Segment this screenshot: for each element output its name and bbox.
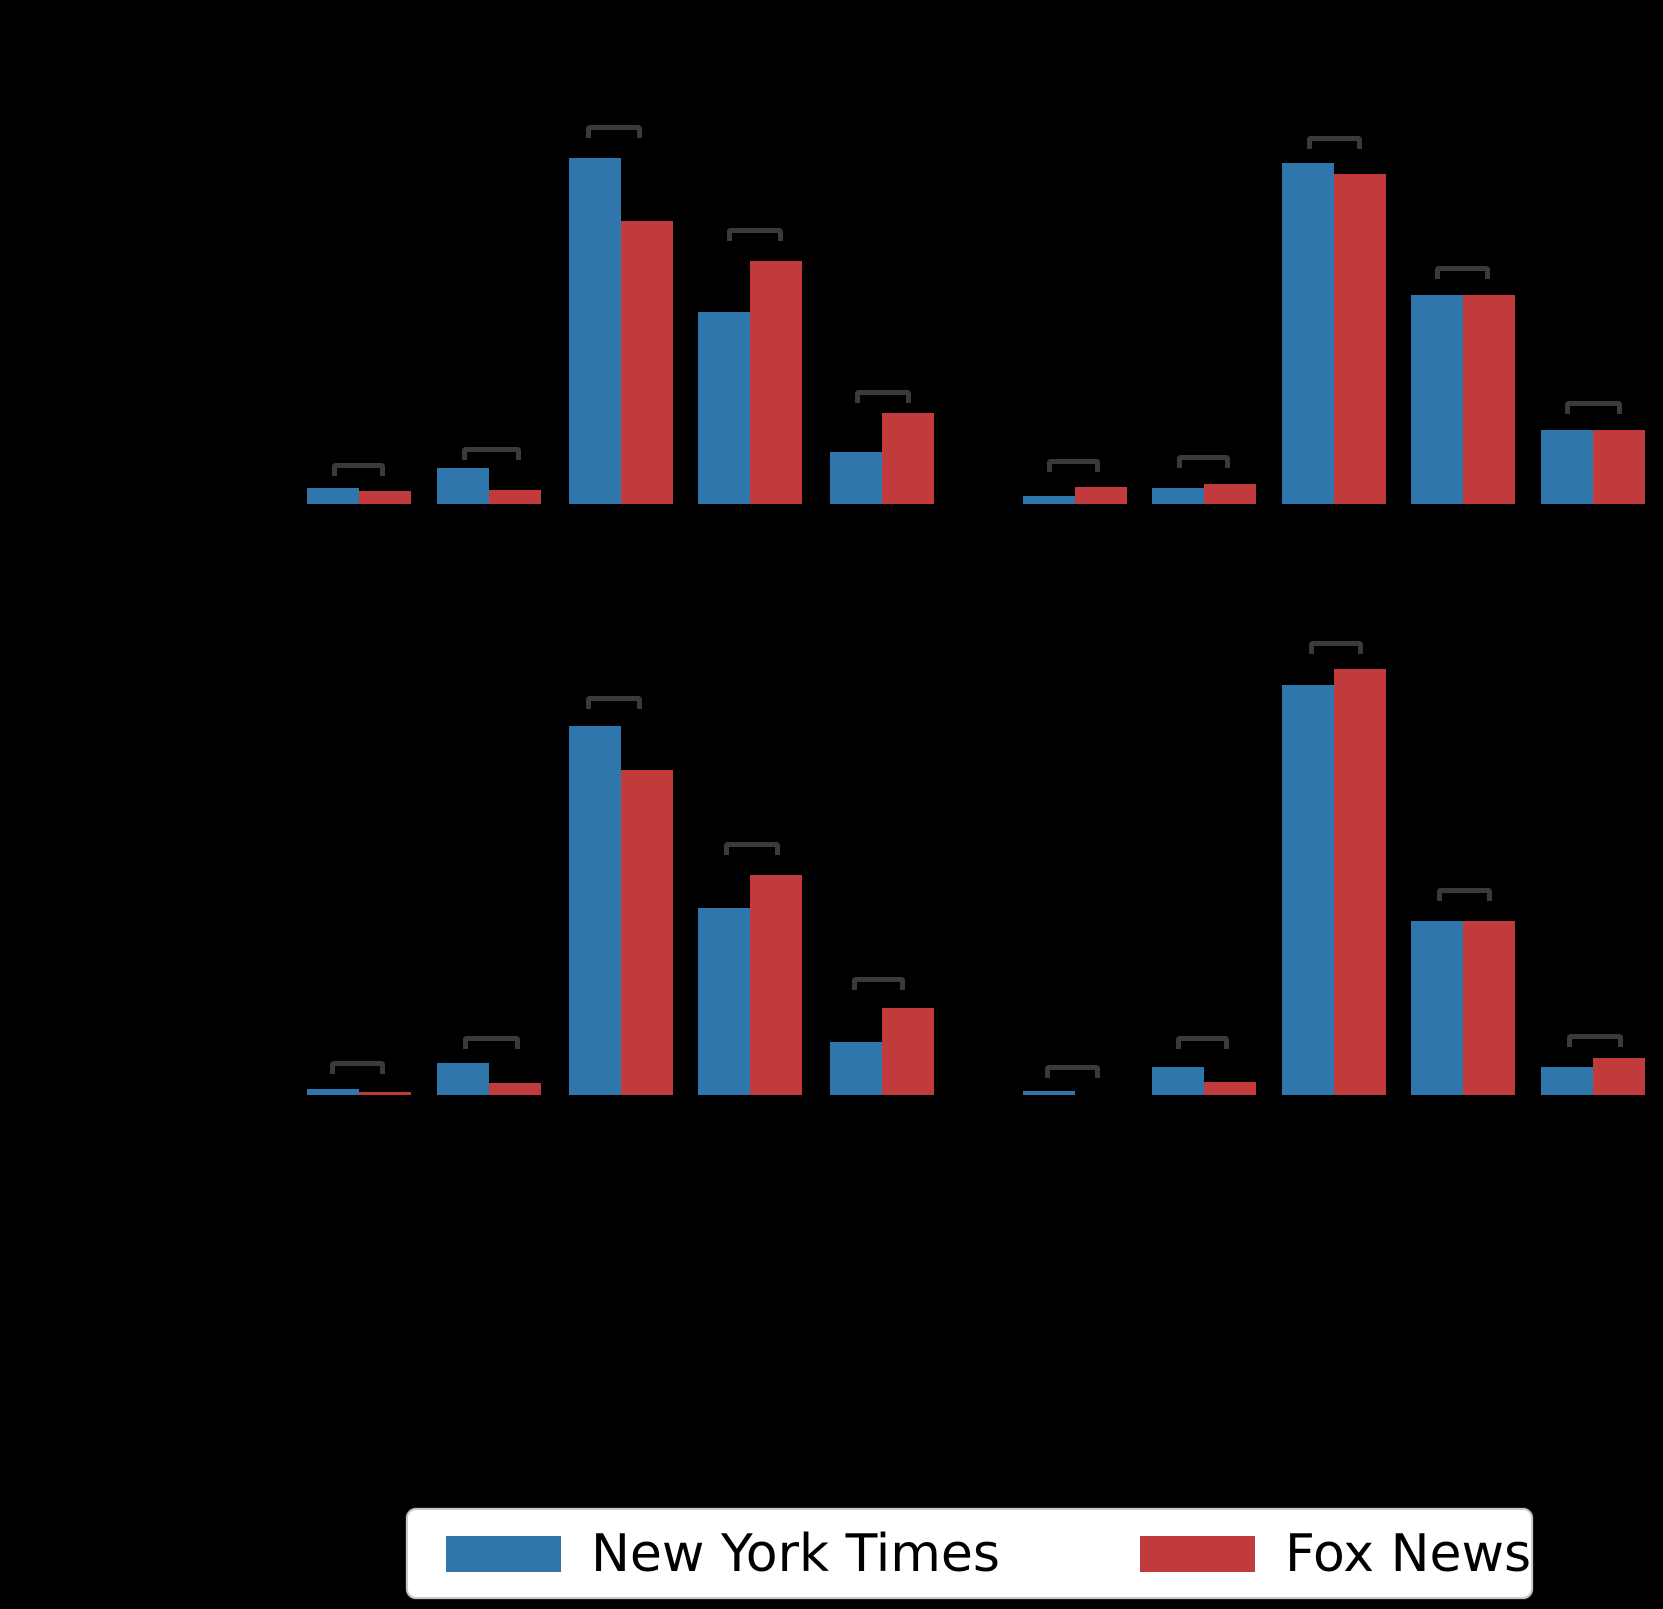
bar-top-right-group-4-series-1 [1463, 295, 1515, 504]
significance-bracket-top-left-group-2 [462, 447, 521, 460]
bar-bottom-right-group-4-series-1 [1463, 921, 1515, 1095]
legend: New York Times Fox News [406, 1508, 1533, 1599]
significance-bracket-top-right-group-4 [1435, 266, 1490, 279]
bar-top-right-group-3-series-0 [1282, 163, 1334, 504]
significance-bracket-bottom-right-group-2 [1176, 1036, 1229, 1049]
significance-bracket-top-right-group-3 [1307, 136, 1362, 149]
bar-bottom-right-group-2-series-0 [1152, 1067, 1204, 1095]
bar-bottom-right-group-3-series-1 [1334, 669, 1386, 1095]
significance-bracket-bottom-left-group-4 [724, 842, 780, 855]
significance-bracket-top-left-group-4 [727, 228, 783, 241]
significance-bracket-bottom-right-group-4 [1437, 888, 1492, 901]
bar-top-right-group-5-series-1 [1593, 430, 1645, 504]
bar-top-left-group-2-series-1 [489, 490, 541, 504]
bar-bottom-left-group-1-series-0 [307, 1089, 359, 1095]
legend-label-fox-news: Fox News [1285, 1523, 1532, 1584]
bar-top-left-group-5-series-0 [830, 452, 882, 504]
legend-item-new-york-times: New York Times [446, 1528, 1000, 1580]
significance-bracket-bottom-left-group-3 [586, 696, 642, 709]
bar-top-left-group-1-series-0 [307, 488, 359, 504]
bar-bottom-left-group-4-series-0 [698, 908, 750, 1095]
significance-bracket-top-right-group-5 [1565, 401, 1622, 414]
bar-top-right-group-1-series-1 [1075, 487, 1127, 504]
bar-bottom-right-group-5-series-1 [1593, 1058, 1645, 1095]
significance-bracket-top-left-group-1 [332, 463, 385, 476]
bar-bottom-right-group-3-series-0 [1282, 685, 1334, 1095]
significance-bracket-bottom-left-group-2 [463, 1036, 520, 1049]
bar-top-right-group-4-series-0 [1411, 295, 1463, 504]
legend-swatch-new-york-times [446, 1535, 561, 1572]
bar-top-right-group-2-series-1 [1204, 484, 1256, 504]
bar-bottom-right-group-5-series-0 [1541, 1067, 1593, 1095]
bar-bottom-right-group-4-series-0 [1411, 921, 1463, 1095]
bar-bottom-right-group-2-series-1 [1204, 1082, 1256, 1095]
significance-bracket-bottom-right-group-5 [1567, 1034, 1623, 1047]
bar-top-right-group-2-series-0 [1152, 488, 1204, 504]
significance-bracket-top-right-group-2 [1177, 455, 1230, 468]
bar-bottom-left-group-5-series-1 [882, 1008, 934, 1095]
bar-top-right-group-1-series-0 [1023, 496, 1075, 504]
bar-bottom-left-group-3-series-1 [621, 770, 673, 1095]
bar-bottom-right-group-1-series-0 [1023, 1091, 1075, 1095]
significance-bracket-bottom-left-group-5 [852, 977, 905, 990]
bar-top-left-group-1-series-1 [359, 491, 411, 504]
bar-top-right-group-3-series-1 [1334, 174, 1386, 504]
significance-bracket-bottom-right-group-3 [1309, 641, 1363, 654]
bar-top-left-group-3-series-0 [569, 158, 621, 504]
bar-bottom-left-group-2-series-1 [489, 1083, 541, 1095]
significance-bracket-bottom-left-group-1 [330, 1061, 385, 1074]
bar-bottom-left-group-1-series-1 [359, 1092, 411, 1095]
bar-top-left-group-4-series-1 [750, 261, 802, 504]
bar-top-left-group-5-series-1 [882, 413, 934, 504]
bar-bottom-left-group-3-series-0 [569, 726, 621, 1095]
bar-top-left-group-3-series-1 [621, 221, 673, 504]
bar-top-right-group-5-series-0 [1541, 430, 1593, 504]
significance-bracket-bottom-right-group-1 [1045, 1065, 1100, 1078]
significance-bracket-top-right-group-1 [1047, 459, 1100, 472]
significance-bracket-top-left-group-5 [855, 390, 911, 403]
legend-label-new-york-times: New York Times [591, 1523, 1000, 1584]
bar-top-left-group-2-series-0 [437, 468, 489, 504]
legend-item-fox-news: Fox News [1140, 1528, 1531, 1580]
bar-bottom-left-group-5-series-0 [830, 1042, 882, 1095]
bar-bottom-left-group-4-series-1 [750, 875, 802, 1095]
bar-top-left-group-4-series-0 [698, 312, 750, 504]
bar-bottom-left-group-2-series-0 [437, 1063, 489, 1095]
significance-bracket-top-left-group-3 [586, 125, 642, 138]
legend-swatch-fox-news [1140, 1535, 1255, 1572]
